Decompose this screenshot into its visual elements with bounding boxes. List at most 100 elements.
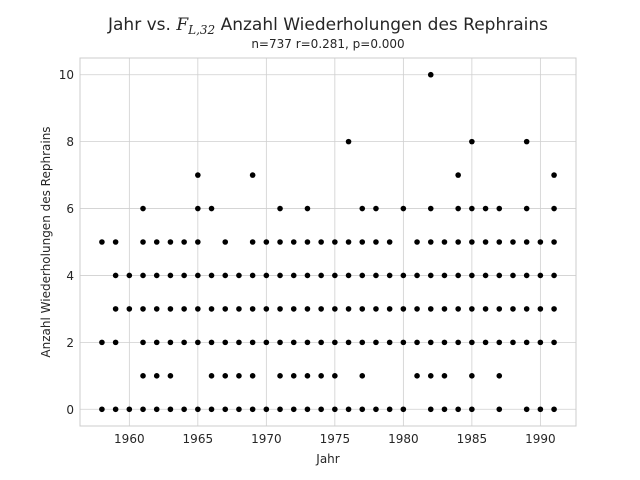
data-point (140, 272, 146, 279)
data-point (153, 339, 160, 346)
data-point (195, 406, 201, 413)
data-point (236, 339, 242, 346)
data-point (455, 205, 461, 212)
title-suffix: Anzahl Wiederholungen des Rephrains (215, 15, 548, 35)
data-point (318, 272, 324, 279)
data-point (496, 373, 503, 379)
data-point (277, 239, 283, 245)
data-point (427, 373, 434, 379)
data-point (551, 339, 557, 346)
data-point (277, 339, 283, 346)
data-point (140, 239, 146, 245)
data-point (304, 306, 311, 312)
data-point (414, 306, 420, 312)
title-prefix: Jahr vs. (107, 15, 176, 35)
data-point (249, 239, 256, 245)
data-point (359, 373, 366, 379)
data-point (99, 239, 105, 245)
data-point (427, 339, 434, 346)
data-point (290, 306, 297, 312)
data-point (222, 239, 229, 245)
data-points (99, 71, 557, 413)
data-point (304, 406, 311, 413)
data-point (359, 406, 366, 413)
data-point (167, 406, 174, 413)
data-point (277, 205, 283, 212)
data-point (153, 306, 160, 312)
y-axis-label: Anzahl Wiederholungen des Rephrains (39, 126, 53, 357)
data-point (249, 339, 256, 346)
data-point (126, 272, 133, 279)
data-point (236, 406, 242, 413)
data-point (537, 272, 544, 279)
data-point (455, 306, 461, 312)
chart-title: Jahr vs. FL,32 Anzahl Wiederholungen des… (107, 15, 548, 37)
data-point (167, 306, 174, 312)
data-point (400, 306, 407, 312)
data-point (99, 339, 105, 346)
y-tick-labels: 0 2 4 6 8 10 (59, 68, 74, 417)
chart-subtitle: n=737 r=0.281, p=0.000 (251, 37, 404, 51)
x-tick-label: 1980 (388, 432, 419, 446)
data-point (140, 406, 146, 413)
x-axis-label: Jahr (315, 452, 339, 466)
data-point (290, 373, 297, 379)
data-point (140, 339, 146, 346)
data-point (373, 272, 379, 279)
data-point (455, 339, 461, 346)
y-tick-label: 8 (66, 135, 74, 149)
data-point (236, 306, 242, 312)
data-point (263, 406, 270, 413)
data-point (551, 306, 557, 312)
data-point (523, 239, 530, 245)
data-point (482, 306, 489, 312)
data-point (373, 406, 379, 413)
data-point (208, 406, 215, 413)
data-point (140, 205, 146, 212)
data-point (181, 339, 187, 346)
data-point (551, 406, 557, 413)
data-point (537, 306, 544, 312)
data-point (496, 239, 503, 245)
data-point (167, 239, 174, 245)
data-point (427, 272, 434, 279)
data-point (482, 239, 489, 245)
data-point (441, 373, 448, 379)
data-point (112, 239, 119, 245)
data-point (482, 205, 489, 212)
x-tick-label: 1970 (251, 432, 282, 446)
data-point (249, 306, 256, 312)
data-point (523, 205, 530, 212)
data-point (181, 272, 187, 279)
data-point (496, 306, 503, 312)
data-point (373, 239, 379, 245)
title-math-base: F (175, 15, 189, 35)
data-point (441, 239, 448, 245)
data-point (496, 406, 503, 413)
y-tick-label: 2 (66, 336, 74, 350)
data-point (167, 272, 174, 279)
data-point (153, 239, 160, 245)
data-point (332, 373, 338, 379)
data-point (208, 373, 215, 379)
data-point (249, 172, 256, 178)
data-point (222, 306, 229, 312)
data-point (386, 239, 393, 245)
data-point (236, 373, 242, 379)
data-point (414, 272, 420, 279)
data-point (208, 205, 215, 212)
data-point (537, 406, 544, 413)
data-point (386, 406, 393, 413)
data-point (400, 205, 407, 212)
data-point (318, 373, 324, 379)
data-point (427, 306, 434, 312)
data-point (414, 239, 420, 245)
data-point (126, 306, 133, 312)
data-point (332, 339, 338, 346)
data-point (510, 306, 516, 312)
data-point (99, 406, 105, 413)
data-point (345, 138, 352, 145)
data-point (332, 406, 338, 413)
x-tick-label: 1985 (457, 432, 488, 446)
data-point (290, 339, 297, 346)
